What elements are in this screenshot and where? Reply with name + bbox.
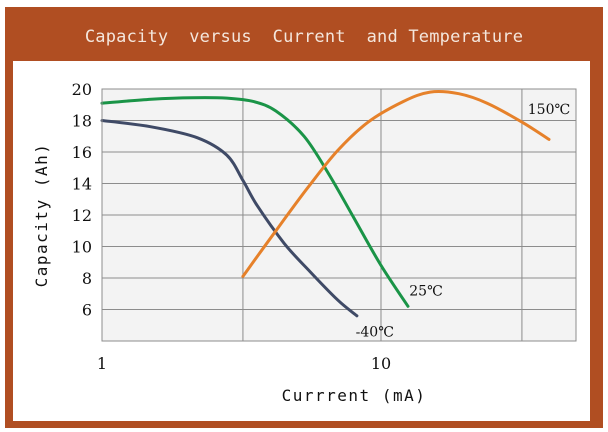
y-tick-label: 18 bbox=[72, 112, 92, 131]
y-tick-label: 14 bbox=[72, 175, 92, 194]
y-tick-label: 20 bbox=[72, 80, 92, 99]
tick-labels: 20 18 16 14 12 10 8 6 1 10 bbox=[72, 80, 392, 373]
x-tick-label: 1 bbox=[97, 354, 107, 373]
x-tick-label: 10 bbox=[371, 354, 391, 373]
series-annotation: -40℃ bbox=[356, 324, 394, 340]
y-tick-label: 6 bbox=[82, 301, 92, 320]
plot-border bbox=[101, 88, 577, 342]
series-line bbox=[100, 119, 359, 318]
y-axis-label: Capacity (Ah) bbox=[32, 143, 51, 288]
y-tick-label: 8 bbox=[82, 269, 92, 288]
y-tick-label: 10 bbox=[72, 238, 92, 257]
series-line bbox=[100, 96, 410, 308]
chart-svg: 20 18 16 14 12 10 8 6 1 10 150℃ 25℃ -40℃ Currrent (… bbox=[32, 80, 577, 405]
chart-title: Capacity versus Current and Temperature bbox=[84, 27, 524, 47]
series-annotation: 25℃ bbox=[409, 283, 442, 299]
series-annotation: 150℃ bbox=[528, 102, 570, 118]
series-lines bbox=[100, 90, 551, 318]
series-line bbox=[241, 90, 551, 278]
x-axis-label: Currrent (mA) bbox=[282, 386, 427, 405]
y-tick-label: 12 bbox=[72, 206, 92, 225]
chart-panel: 20 18 16 14 12 10 8 6 1 10 150℃ 25℃ -40℃ Currrent (… bbox=[13, 61, 590, 421]
y-tick-label: 16 bbox=[72, 143, 92, 162]
annotations: 150℃ 25℃ -40℃ bbox=[356, 102, 570, 340]
